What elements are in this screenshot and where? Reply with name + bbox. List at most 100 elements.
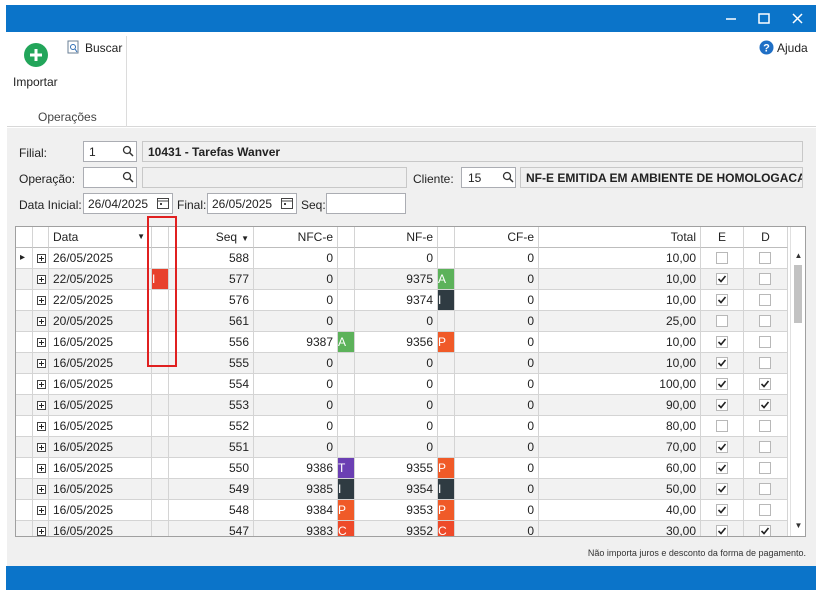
checkbox[interactable] <box>759 357 771 369</box>
grid-cell: 551 <box>169 437 254 458</box>
row-indicator: ▸ <box>16 248 33 269</box>
expand-button[interactable] <box>33 458 49 479</box>
import-icon[interactable] <box>23 42 49 68</box>
column-header[interactable]: E <box>701 227 744 248</box>
checkbox[interactable] <box>715 420 728 432</box>
close[interactable] <box>792 13 803 24</box>
checkbox[interactable] <box>759 273 771 285</box>
checkbox[interactable] <box>759 441 771 453</box>
column-header[interactable]: D <box>744 227 788 248</box>
column-header[interactable]: Data ▼ <box>49 227 152 248</box>
checkbox[interactable] <box>759 525 771 536</box>
import-button[interactable]: Importar <box>13 75 58 89</box>
checkbox[interactable] <box>759 462 771 474</box>
expand-button[interactable] <box>33 500 49 521</box>
expand-button[interactable] <box>33 269 49 290</box>
sort-arrow[interactable]: ▼ <box>241 234 249 243</box>
scroll-thumb[interactable] <box>794 265 802 323</box>
expand-button[interactable] <box>33 332 49 353</box>
expand-button[interactable] <box>33 290 49 311</box>
checkbox-cell <box>701 500 744 521</box>
checkbox[interactable] <box>759 336 771 348</box>
cliente-input[interactable]: 15 <box>461 167 516 188</box>
checkbox[interactable] <box>715 525 728 536</box>
column-header[interactable]: CF-e <box>455 227 539 248</box>
checkbox[interactable] <box>759 483 771 495</box>
checkbox-cell <box>701 437 744 458</box>
expand-button[interactable] <box>33 416 49 437</box>
grid-cell: 22/05/2025 <box>49 269 152 290</box>
checkbox[interactable] <box>715 504 728 516</box>
calendar-icon[interactable] <box>157 197 169 209</box>
grid-cell: 0 <box>254 395 338 416</box>
help-icon[interactable]: ? <box>759 40 774 55</box>
checkbox[interactable] <box>759 399 771 411</box>
seq-input[interactable] <box>326 193 406 214</box>
checkbox[interactable] <box>759 378 771 390</box>
operacao-input[interactable] <box>83 167 137 188</box>
checkbox[interactable] <box>715 273 728 285</box>
scroll-up[interactable]: ▲ <box>794 251 803 260</box>
sort-arrow[interactable]: ▼ <box>137 232 145 241</box>
checkbox[interactable] <box>759 504 771 516</box>
name-text: 10431 - Tarefas Wanver <box>148 145 281 159</box>
checkbox[interactable] <box>715 357 728 369</box>
checkbox[interactable] <box>715 294 728 306</box>
checkbox[interactable] <box>715 315 728 327</box>
column-header <box>33 227 49 248</box>
expand-button[interactable] <box>33 374 49 395</box>
maximize[interactable] <box>758 13 770 24</box>
checkbox[interactable] <box>715 462 728 474</box>
ribbon <box>7 32 816 127</box>
checkbox[interactable] <box>759 315 771 327</box>
expand-button[interactable] <box>33 311 49 332</box>
column-header[interactable]: NFC-e <box>254 227 338 248</box>
checkbox[interactable] <box>715 441 728 453</box>
grid-cell: 0 <box>355 395 438 416</box>
checkbox[interactable] <box>759 252 771 264</box>
grid-cell: 577 <box>169 269 254 290</box>
status-cell <box>152 374 169 395</box>
status-cell <box>152 290 169 311</box>
grid-cell: 561 <box>169 311 254 332</box>
grid-cell: 0 <box>254 311 338 332</box>
date-input[interactable]: 26/04/2025 <box>83 193 173 214</box>
checkbox[interactable] <box>715 252 728 264</box>
checkbox[interactable] <box>715 483 728 495</box>
column-header[interactable]: Seq ▼ <box>169 227 254 248</box>
search-button[interactable]: Buscar <box>85 41 123 55</box>
lookup-icon[interactable] <box>122 145 134 157</box>
expand-button[interactable] <box>33 248 49 269</box>
checkbox[interactable] <box>759 294 771 306</box>
grid-cell: 16/05/2025 <box>49 521 152 536</box>
search-icon[interactable] <box>67 40 80 54</box>
expand-button[interactable] <box>33 521 49 536</box>
grid-cell: 9386 <box>254 458 338 479</box>
expand-button[interactable] <box>33 437 49 458</box>
scroll-down[interactable]: ▼ <box>794 521 803 530</box>
lookup-icon[interactable] <box>122 171 134 183</box>
grid-cell: 9374 <box>355 290 438 311</box>
date-input[interactable]: 26/05/2025 <box>207 193 297 214</box>
calendar-icon[interactable] <box>281 197 293 209</box>
column-header[interactable]: Total <box>539 227 701 248</box>
checkbox-cell <box>701 248 744 269</box>
checkbox[interactable] <box>715 378 728 390</box>
grid-cell: 40,00 <box>539 500 701 521</box>
column-header[interactable]: NF-e <box>355 227 438 248</box>
checkbox[interactable] <box>759 420 771 432</box>
checkbox[interactable] <box>715 399 728 411</box>
status-cell <box>438 353 455 374</box>
expand-button[interactable] <box>33 479 49 500</box>
checkbox[interactable] <box>715 336 728 348</box>
grid-cell: 0 <box>455 500 539 521</box>
column-header <box>152 227 169 248</box>
lookup-icon[interactable] <box>502 171 514 183</box>
grid-cell: 10,00 <box>539 290 701 311</box>
expand-button[interactable] <box>33 395 49 416</box>
status-cell <box>438 437 455 458</box>
grid-cell: 30,00 <box>539 521 701 536</box>
filial-input[interactable]: 1 <box>83 141 137 162</box>
help-button[interactable]: Ajuda <box>777 41 808 55</box>
expand-button[interactable] <box>33 353 49 374</box>
